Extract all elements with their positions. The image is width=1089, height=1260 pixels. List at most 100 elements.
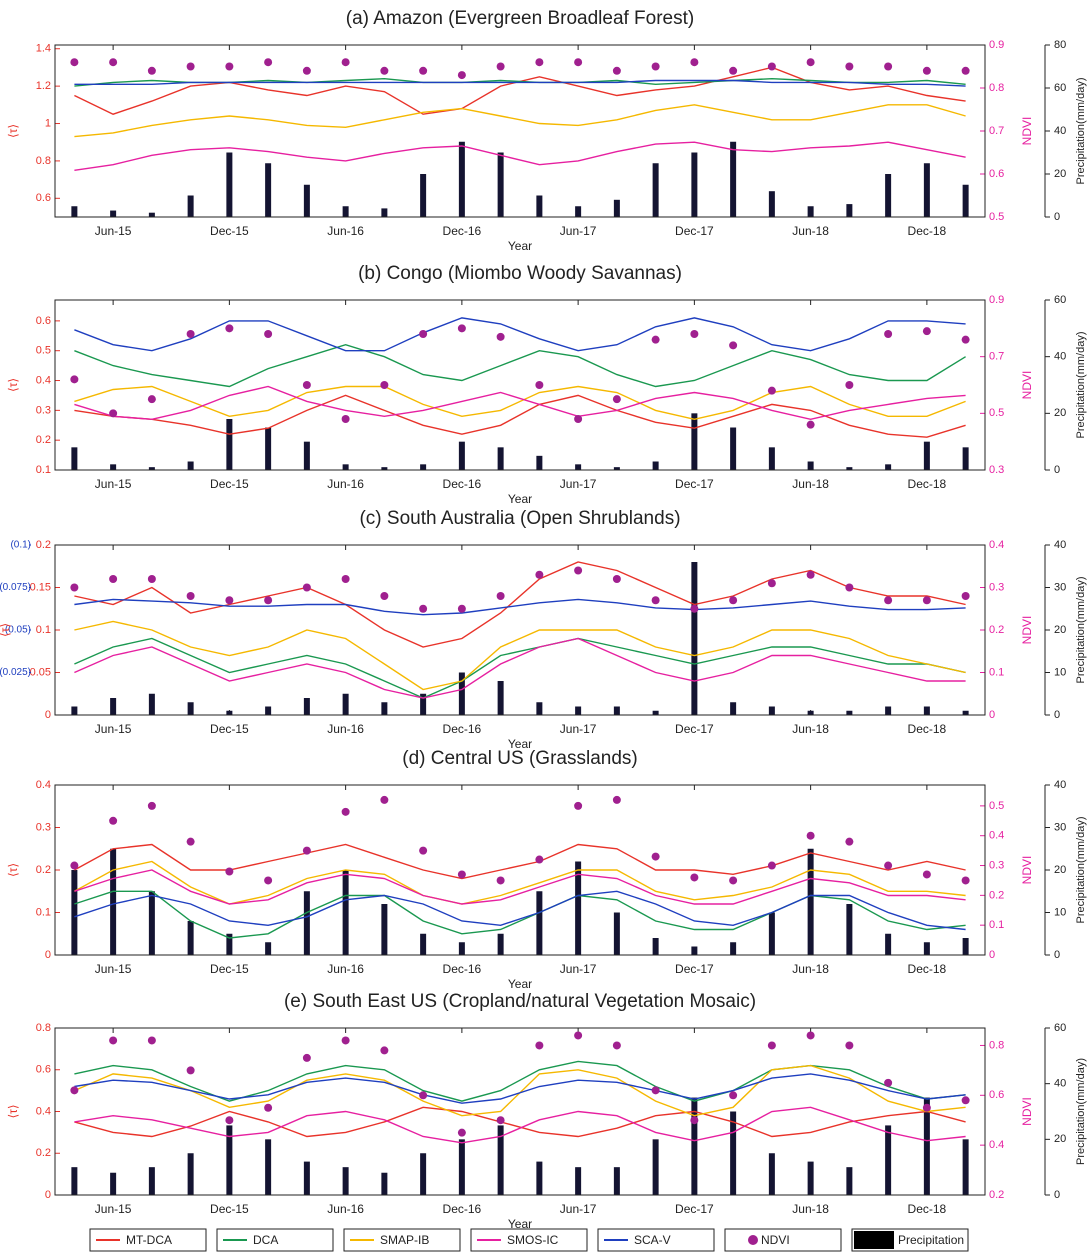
ndvi-dot — [884, 861, 893, 870]
precip-bar — [381, 702, 388, 715]
ndvi-dot — [574, 801, 583, 810]
precip-bar — [148, 212, 155, 217]
ndvi-dot — [225, 596, 234, 605]
y2-tick-label: 0.2 — [989, 889, 1004, 901]
ndvi-dot — [612, 66, 621, 75]
panel: (d) Central US (Grasslands) Jun-15 Dec-15 J… — [6, 748, 1087, 991]
y2-tick-label: 0.4 — [989, 539, 1004, 551]
ndvi-dot — [302, 381, 311, 389]
series-line — [74, 1060, 966, 1102]
y2-tick-label: 0.6 — [989, 168, 1004, 180]
ndvi-dot — [729, 66, 738, 75]
precip-bar — [575, 206, 582, 217]
precip-bar — [71, 706, 78, 715]
precip-bar — [265, 942, 272, 955]
precip-bar — [187, 702, 194, 715]
y2-axis-label: NDVI — [1020, 856, 1034, 885]
ndvi-dot — [341, 58, 350, 67]
precip-bar — [768, 706, 775, 715]
plot-frame — [54, 544, 986, 716]
precip-bar — [923, 942, 930, 955]
series-line — [74, 79, 966, 87]
panel-title: (c) South Australia (Open Shrublands) — [359, 508, 680, 529]
series-line — [74, 66, 966, 115]
precip-bar — [187, 461, 194, 470]
ndvi-dot — [961, 876, 970, 885]
precip-bar — [110, 698, 117, 715]
precip-bar — [807, 206, 814, 217]
x-axis-label: Year — [508, 492, 532, 506]
precip-bar — [497, 681, 504, 715]
precip-bar — [730, 942, 737, 955]
panel-title: (e) South East US (Cropland/natural Vege… — [284, 991, 756, 1012]
precip-bar — [652, 163, 659, 217]
x-tick-label: Jun-17 — [560, 224, 597, 238]
series-line — [74, 385, 966, 421]
precip-bar — [885, 1125, 892, 1195]
x-tick-label: Jun-18 — [792, 1202, 829, 1216]
plot-frame — [54, 1027, 986, 1196]
ndvi-dot — [341, 1036, 350, 1045]
precip-bar — [303, 891, 310, 955]
ndvi-dot — [264, 876, 273, 885]
precip-bar — [575, 1167, 582, 1195]
precip-bar — [730, 427, 737, 470]
x-tick-label: Dec-15 — [210, 1202, 249, 1216]
precip-bar — [110, 1172, 117, 1195]
x-tick-label: Dec-16 — [443, 477, 482, 491]
x-tick-label: Dec-15 — [210, 962, 249, 976]
x-axis-label: Year — [508, 977, 532, 991]
x-axis-label: Year — [508, 1217, 532, 1231]
ndvi-dot — [729, 876, 738, 885]
precip-bar — [575, 464, 582, 470]
precip-bar — [342, 464, 349, 470]
precip-bar — [148, 467, 155, 470]
precip-bar — [652, 710, 659, 715]
precip-bar — [420, 933, 427, 955]
y-tick-label: 0.6 — [36, 315, 51, 327]
y2-tick-label: 0.7 — [989, 351, 1004, 363]
ndvi-dot — [70, 1086, 79, 1095]
precip-bar — [110, 464, 117, 470]
y4-tick-label: (0.075) — [0, 582, 31, 593]
ndvi-dot — [419, 1091, 428, 1100]
y3-tick-label: 40 — [1054, 1078, 1066, 1090]
y2-tick-label: 0.8 — [989, 1039, 1004, 1051]
legend-box — [724, 1228, 842, 1252]
series-line — [74, 343, 966, 388]
precip-bar — [303, 441, 310, 470]
ndvi-dot — [264, 58, 273, 67]
ndvi-dot — [612, 795, 621, 804]
series-line — [74, 141, 966, 171]
series-line — [74, 869, 966, 905]
x-axis-label: Year — [508, 737, 532, 751]
y2-tick-label: 0.4 — [989, 830, 1004, 842]
precip-bar — [613, 467, 620, 470]
x-tick-label: Jun-15 — [95, 722, 132, 736]
x-tick-label: Jun-18 — [792, 477, 829, 491]
ndvi-dot — [690, 604, 699, 613]
ndvi-dot — [457, 604, 466, 613]
ndvi-dot — [845, 1041, 854, 1050]
precip-bar — [536, 195, 543, 217]
y2-tick-label: 0.3 — [989, 859, 1004, 871]
precip-bar — [923, 706, 930, 715]
ndvi-dot — [574, 415, 583, 423]
ndvi-dot — [225, 1116, 234, 1125]
x-tick-label: Dec-18 — [908, 477, 947, 491]
precip-bar — [110, 210, 117, 217]
ndvi-dot — [186, 837, 195, 846]
ndvi-dot — [806, 831, 815, 840]
y2-tick-label: 0.6 — [989, 1089, 1004, 1101]
x-tick-label: Dec-18 — [908, 224, 947, 238]
ndvi-dot — [70, 583, 79, 592]
series-line — [74, 317, 966, 352]
ndvi-dot — [651, 335, 660, 344]
ndvi-dot — [806, 570, 815, 579]
panel-title: (a) Amazon (Evergreen Broadleaf Forest) — [346, 8, 695, 29]
legend-label: SMOS-IC — [507, 1233, 559, 1247]
y3-axis-label: Precipitation(mm/day) — [1075, 817, 1087, 924]
panel: (c) South Australia (Open Shrublands) Jun… — [0, 508, 1087, 751]
ndvi-dot — [186, 330, 195, 338]
y-tick-label: 0.05 — [30, 666, 51, 678]
